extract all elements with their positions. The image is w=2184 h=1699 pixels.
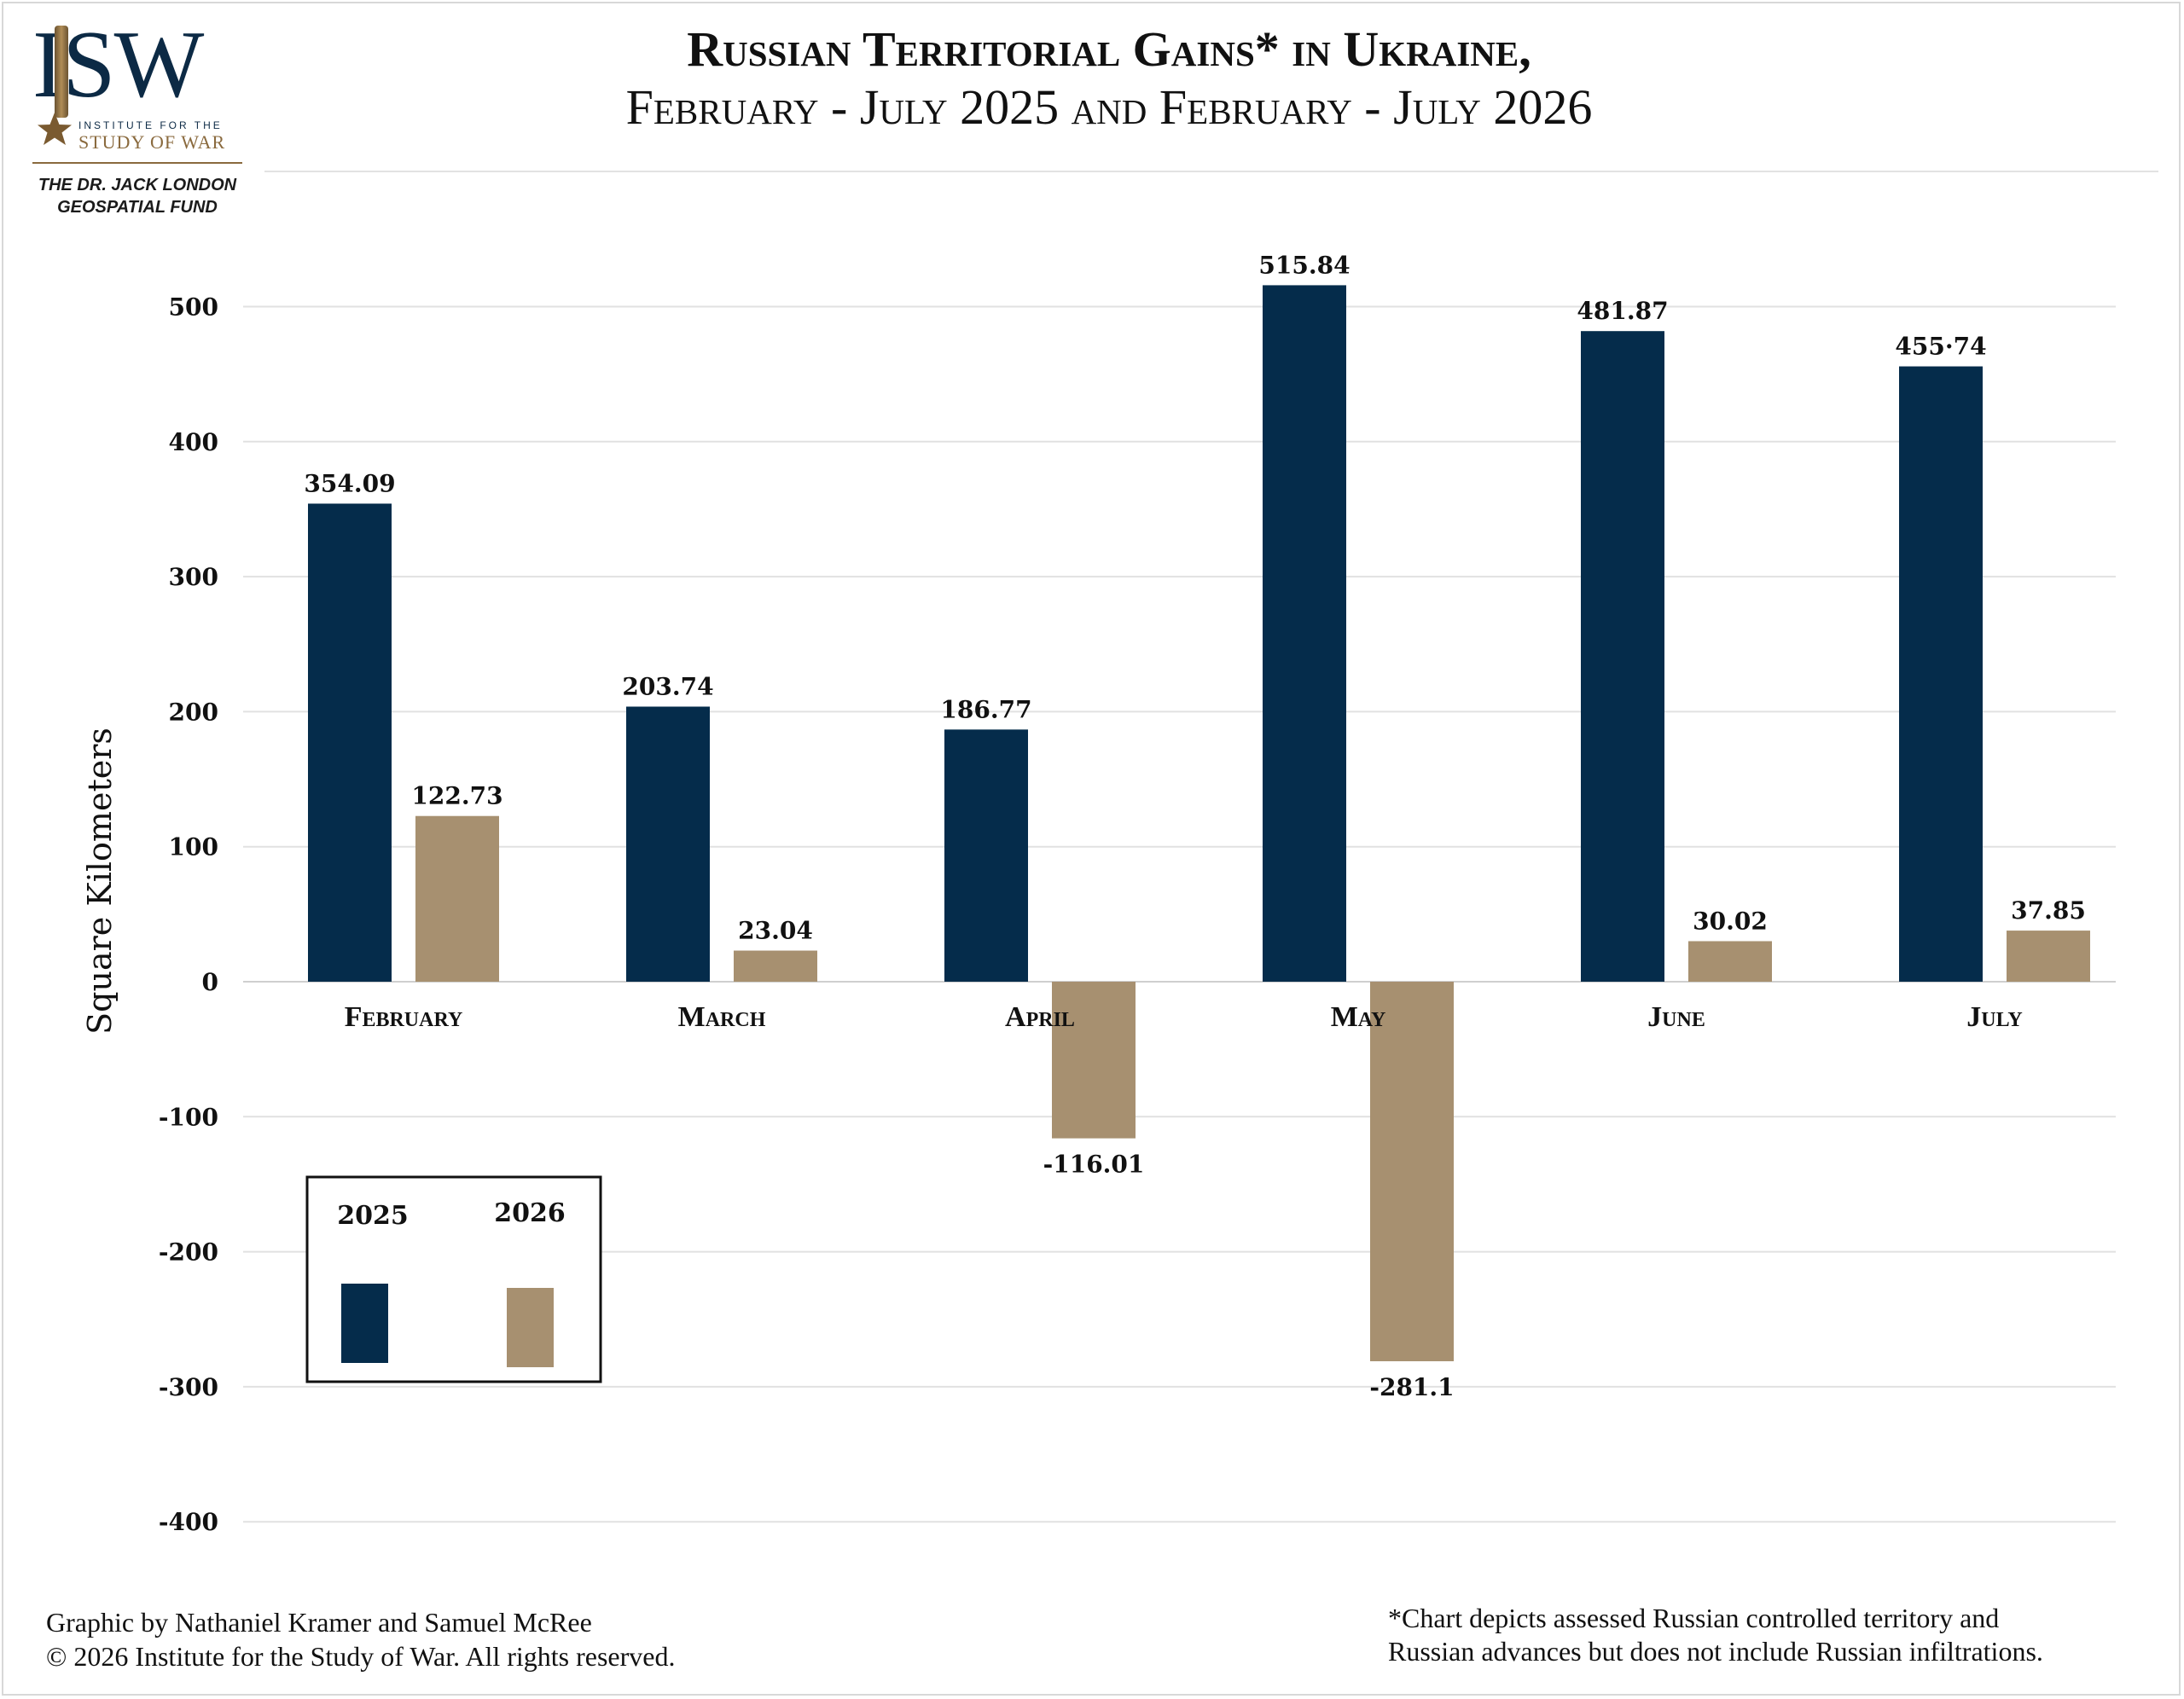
bar-2025 [626, 706, 710, 982]
data-label: 203.74 [622, 672, 713, 700]
isw-logo: ISW INSTITUTE FOR THE STUDY OF WAR THE D… [32, 17, 254, 217]
logo-subline-1: INSTITUTE FOR THE [78, 119, 223, 131]
bar-2025 [1581, 331, 1664, 982]
y-tick-label: -400 [159, 1508, 218, 1536]
y-tick-label: -200 [159, 1238, 218, 1267]
bar-2025 [1899, 366, 1983, 982]
x-category-label: April [1005, 1001, 1075, 1033]
data-label: -281.1 [1369, 1373, 1454, 1401]
y-axis-label: Square Kilometers [81, 728, 119, 1035]
bar-2026 [415, 815, 499, 982]
data-label: 30.02 [1693, 907, 1768, 935]
legend: 2025 2026 [305, 1175, 602, 1383]
chart-title: Russian Territorial Gains* in Ukraine, [687, 21, 1531, 77]
credit-text: Graphic by Nathaniel Kramer and Samuel M… [46, 1605, 675, 1673]
y-tick-label: 300 [169, 563, 218, 591]
chart-subtitle: February - July 2025 and February - July… [625, 79, 1593, 135]
legend-label-2025: 2025 [337, 1201, 409, 1231]
legend-swatch-2025 [341, 1284, 388, 1363]
y-tick-label: -100 [159, 1103, 218, 1131]
data-label: 481.87 [1577, 297, 1668, 325]
bar-2025 [308, 503, 392, 982]
logo-fund-text: THE DR. JACK LONDON GEOSPATIAL FUND [32, 174, 242, 218]
footnote-line-2: Russian advances but does not include Ru… [1388, 1636, 2043, 1667]
title-divider [264, 171, 2158, 172]
bar-2026 [1370, 982, 1454, 1361]
footnote-line-1: *Chart depicts assessed Russian controll… [1388, 1603, 2000, 1633]
data-label: 186.77 [940, 695, 1031, 723]
bar-2025 [1263, 285, 1346, 982]
bar-2026 [2007, 931, 2090, 982]
x-category-label: May [1331, 1001, 1386, 1033]
x-category-label: February [345, 1001, 463, 1033]
bars [308, 285, 2090, 1361]
x-category-label: July [1966, 1001, 2022, 1033]
data-label: 37.85 [2011, 896, 2086, 925]
y-tick-label: 0 [202, 968, 218, 996]
logo-sword-icon [55, 26, 68, 118]
y-tick-label: 400 [169, 428, 218, 456]
y-tick-label: -300 [159, 1373, 218, 1401]
y-tick-label: 500 [169, 293, 218, 322]
bar-2026 [734, 950, 817, 982]
data-label: -116.01 [1043, 1151, 1145, 1179]
credit-line-2: © 2026 Institute for the Study of War. A… [46, 1641, 676, 1672]
data-label: 23.04 [738, 917, 813, 945]
y-tick-label: 100 [169, 833, 218, 861]
data-labels: 354.09 203.74 186.77 515.84 481.87 455·74 122.… [304, 251, 2085, 1401]
logo-star-icon [38, 113, 72, 145]
y-axis-ticks: 500 400 300 200 100 0 -100 -200 -300 -400 [159, 293, 218, 1537]
legend-label-2026: 2026 [494, 1198, 566, 1228]
logo-fund-line-1: THE DR. JACK LONDON [38, 176, 237, 194]
data-label: 455·74 [1895, 333, 1986, 361]
bar-2026 [1688, 941, 1772, 982]
logo-rule [32, 162, 242, 164]
x-category-label: March [678, 1001, 766, 1033]
footnote-text: *Chart depicts assessed Russian controll… [1388, 1602, 2156, 1668]
data-label: 122.73 [411, 782, 502, 810]
legend-swatch-2026 [507, 1288, 554, 1367]
logo-subline-2: STUDY OF WAR [78, 131, 226, 153]
bar-2026 [1052, 982, 1136, 1139]
y-tick-label: 200 [169, 698, 218, 726]
x-category-label: June [1647, 1001, 1705, 1033]
data-label: 515.84 [1258, 251, 1350, 279]
data-label: 354.09 [304, 469, 395, 497]
category-labels: February March April May June July [345, 1001, 2023, 1033]
bar-2025 [944, 729, 1028, 982]
logo-fund-line-2: GEOSPATIAL FUND [57, 198, 218, 217]
credit-line-1: Graphic by Nathaniel Kramer and Samuel M… [46, 1607, 592, 1638]
